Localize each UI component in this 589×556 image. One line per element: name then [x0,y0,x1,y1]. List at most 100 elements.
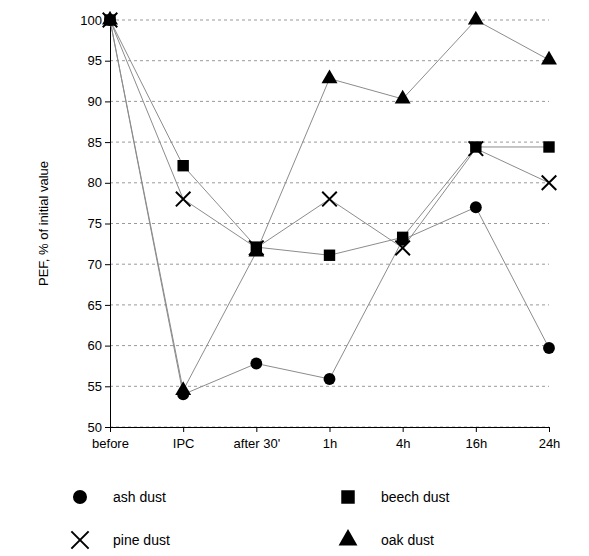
series-line [110,20,549,248]
x-tick: 16h [465,427,487,451]
legend-label: beech dust [381,489,450,505]
x-tick: 4h [396,427,410,451]
point [324,250,335,261]
x-tick-label: 16h [465,436,487,451]
x-axis: before IPC after 30' 1h 4h 16h 24h [92,427,560,451]
point [248,243,264,257]
point [469,141,484,156]
legend-marker [339,529,358,545]
legend: ash dust beech dust pine dust oak dust [71,489,449,549]
x-tick-mark [183,427,184,432]
x-tick-mark [256,427,257,432]
point [541,51,557,65]
y-tick-mark [105,61,110,62]
y-tick-mark [105,346,110,347]
x-tick-label: 24h [539,436,561,451]
x-tick-label: after 30' [234,436,281,451]
y-tick: 75 [88,216,110,231]
point [322,69,338,83]
grid-line [110,223,549,224]
point [397,232,408,243]
legend-marker [71,531,88,548]
grid [110,20,549,427]
legend-label: ash dust [113,489,166,505]
point [543,141,554,152]
y-tick-label: 100 [80,13,102,28]
x-tick: 1h [323,427,337,451]
y-tick: 85 [88,135,110,150]
series-markers [103,13,557,255]
point [177,160,188,171]
y-axis-line [105,21,111,428]
series-markers [104,14,555,400]
y-tick-label: 75 [88,216,102,231]
y-tick-mark [105,183,110,184]
y-tick-label: 80 [88,175,102,190]
point [175,381,191,395]
legend-marker [73,490,87,504]
legend-label: oak dust [381,532,434,548]
y-axis: 50 55 60 65 70 75 80 85 90 95 100 [80,13,110,435]
x-tick-mark [110,427,111,432]
grid-line [110,264,549,265]
grid-line [110,101,549,102]
x-tick-label: before [92,436,129,451]
y-tick: 90 [88,94,110,109]
series-line [110,20,549,390]
y-tick-mark [105,386,110,387]
x-tick-mark [330,427,331,432]
x-tick-label: IPC [173,436,195,451]
point [468,11,484,25]
y-tick-label: 60 [88,338,102,353]
x-tick-label: 4h [396,436,410,451]
y-tick-label: 65 [88,298,102,313]
y-tick: 65 [88,298,110,313]
y-tick-mark [105,101,110,102]
y-tick-label: 50 [88,420,102,435]
grid-line [110,60,549,61]
x-tick-label: 1h [323,436,337,451]
y-tick-label: 85 [88,135,102,150]
y-tick-mark [105,224,110,225]
x-tick: before [92,427,129,451]
series-markers [102,11,557,395]
point [176,192,191,207]
x-axis-line [111,428,550,433]
plot-area [102,11,557,400]
y-tick-label: 70 [88,257,102,272]
x-tick: IPC [173,427,195,451]
y-tick: 70 [88,257,110,272]
point [542,176,557,191]
y-tick-mark [105,142,110,143]
series-markers [104,14,554,261]
chart: 50 55 60 65 70 75 80 85 90 95 100 before IPC after 30… [0,0,589,556]
grid-line [110,304,549,305]
x-tick-mark [549,427,550,432]
point [102,11,118,25]
x-tick-mark [476,427,477,432]
y-tick-label: 55 [88,379,102,394]
y-tick: 95 [88,53,110,68]
point [470,141,481,152]
point [543,342,555,354]
x-tick-mark [403,427,404,432]
y-tick-mark [105,427,110,428]
series-line [110,20,549,394]
point [322,192,337,207]
y-tick-label: 90 [88,94,102,109]
y-tick-label: 95 [88,53,102,68]
grid-line [110,386,549,387]
legend-label: pine dust [113,532,170,548]
point [470,201,482,213]
y-tick: 60 [88,338,110,353]
y-tick: 50 [88,420,110,435]
y-tick: 55 [88,379,110,394]
grid-line [110,345,549,346]
y-tick: 80 [88,175,110,190]
point [324,373,336,385]
point [395,90,411,104]
y-tick-mark [105,305,110,306]
series-line [110,20,549,255]
grid-line [110,20,549,21]
x-tick: 24h [539,427,561,451]
